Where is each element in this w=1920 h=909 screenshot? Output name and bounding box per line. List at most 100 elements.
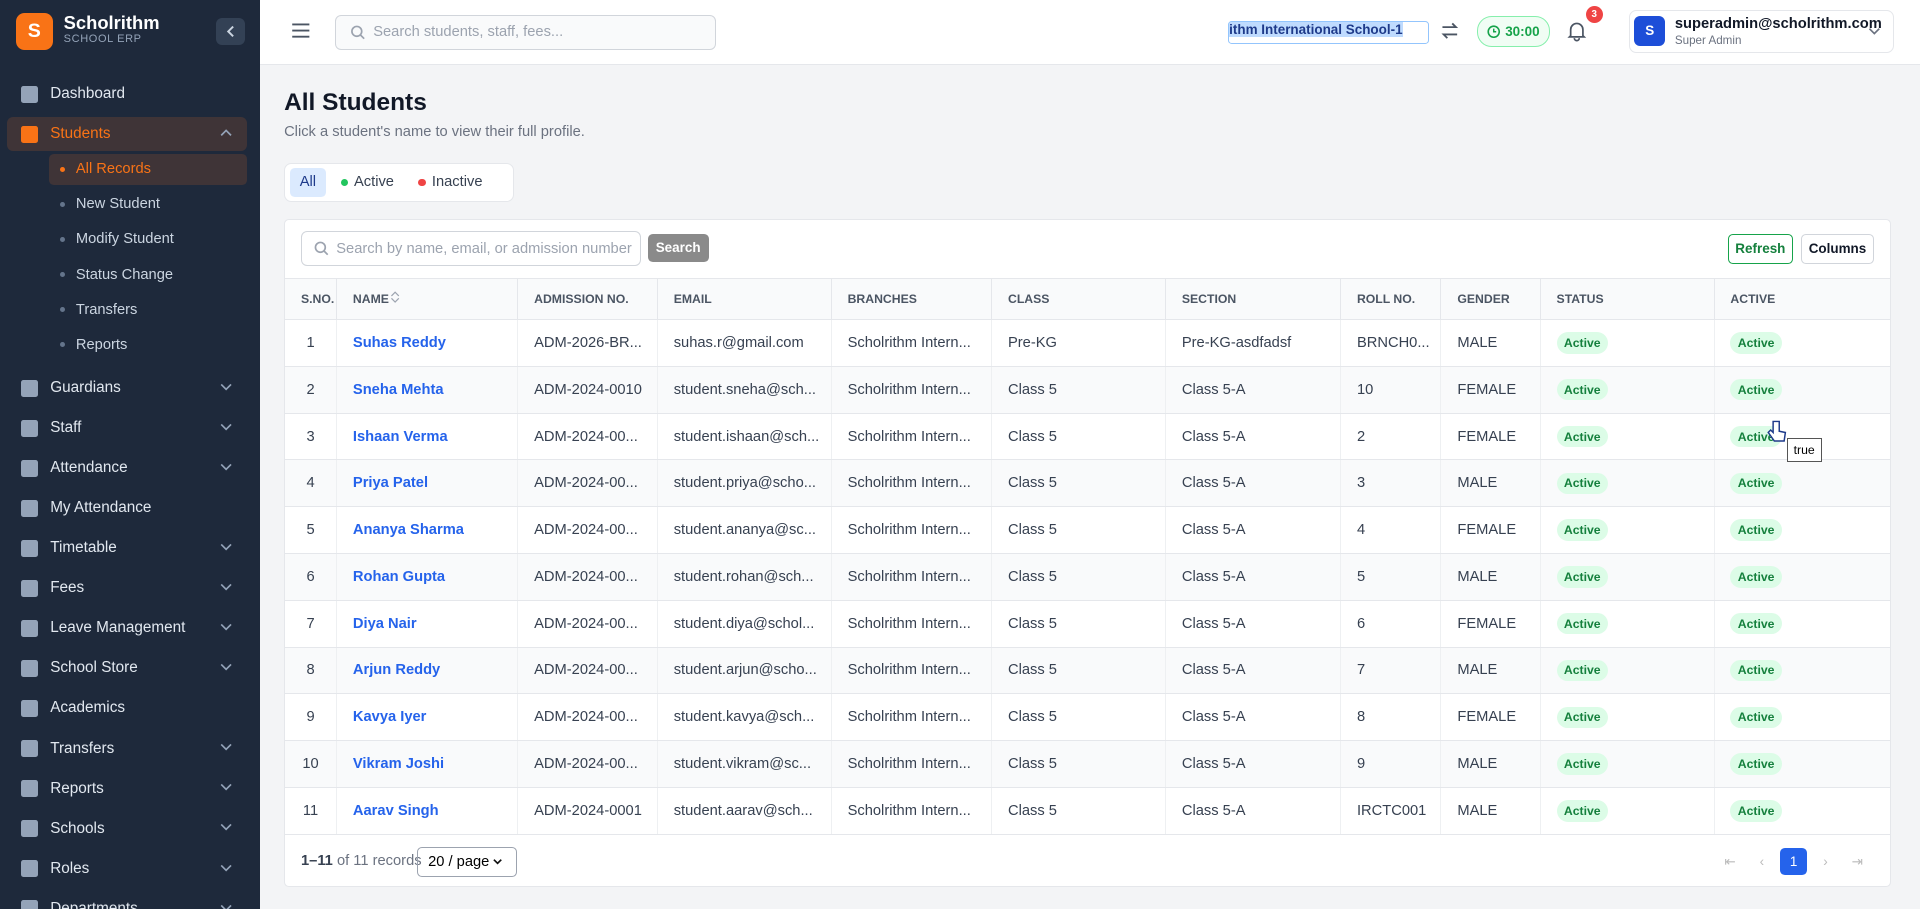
nav-item[interactable]: Roles <box>7 852 247 886</box>
status-cell: Active <box>1540 740 1715 788</box>
sub-nav-item[interactable]: Modify Student <box>49 224 247 256</box>
status-cell: Active <box>1714 787 1891 835</box>
nav-item[interactable]: My Attendance <box>7 491 247 525</box>
nav-item[interactable]: School Store <box>7 651 247 685</box>
student-name-link[interactable]: Priya Patel <box>336 459 519 508</box>
bullet <box>59 342 65 347</box>
nav-label: Fees <box>50 579 85 597</box>
nav-icon <box>20 379 38 397</box>
last-page[interactable]: ⇥ <box>1851 853 1863 869</box>
sub-nav-item[interactable]: All Records <box>48 153 248 186</box>
cell: MALE <box>1440 319 1541 367</box>
nav-label: Reports <box>50 779 104 797</box>
first-page[interactable]: ⇤ <box>1724 853 1736 869</box>
cell: ADM-2026-BR... <box>517 319 658 367</box>
range: 1–11 <box>300 853 333 870</box>
columns-button[interactable]: Columns <box>1800 233 1874 264</box>
chevron <box>221 423 233 431</box>
user-role: Super Admin <box>1674 34 1742 48</box>
nav-item[interactable]: Transfers <box>7 731 247 765</box>
student-name-link[interactable]: Sneha Mehta <box>336 366 519 414</box>
sub-nav-item[interactable]: Status Change <box>49 259 247 291</box>
prev-page[interactable]: ‹ <box>1759 854 1765 870</box>
table-search[interactable]: Search by name, email, or admission numb… <box>300 231 641 267</box>
nav-icon <box>20 85 38 103</box>
search-button[interactable]: Search <box>647 233 709 262</box>
page-subtitle: Click a student's name to view their ful… <box>284 123 585 140</box>
total: of 11 records <box>336 853 422 870</box>
bullet <box>59 307 65 312</box>
cell: 2 <box>285 366 337 414</box>
nav-item[interactable]: Leave Management <box>7 611 247 645</box>
cell: Class 5 <box>991 787 1166 835</box>
search-icon <box>314 241 329 256</box>
column-header: GENDER <box>1440 277 1541 321</box>
filter-tab[interactable]: Inactive <box>409 168 493 197</box>
nav-item[interactable]: Reports <box>7 771 247 805</box>
collapse-button[interactable] <box>215 18 245 46</box>
placeholder: Search students, staff, fees... <box>373 24 564 41</box>
student-name-link[interactable]: Vikram Joshi <box>336 740 519 788</box>
student-name-link[interactable]: Rohan Gupta <box>336 553 519 601</box>
next-page[interactable]: › <box>1823 854 1828 870</box>
cell: Scholrithm Intern... <box>831 787 993 835</box>
placeholder: Search by name, email, or admission numb… <box>336 240 632 257</box>
chevron <box>221 129 233 137</box>
nav-icon <box>20 820 38 838</box>
nav-item[interactable]: Fees <box>7 571 247 605</box>
user-menu[interactable]: S superadmin@scholrithm.com Super Admin <box>1628 9 1894 54</box>
cell: ADM-2024-00... <box>517 553 658 601</box>
sort-icon[interactable] <box>389 291 401 304</box>
student-name-link[interactable]: Aarav Singh <box>336 787 519 835</box>
status-cell: Active <box>1714 319 1891 367</box>
nav-label: Staff <box>50 419 82 437</box>
student-name-link[interactable]: Diya Nair <box>336 600 519 648</box>
student-name-link[interactable]: Ananya Sharma <box>336 506 519 555</box>
tagline: SCHOOL ERP <box>63 33 142 46</box>
cell: 5 <box>285 506 337 555</box>
student-name-link[interactable]: Arjun Reddy <box>336 647 519 695</box>
student-name-link[interactable]: Kavya Iyer <box>336 693 519 742</box>
cell: ADM-2024-0010 <box>517 366 658 414</box>
menu-icon[interactable] <box>291 22 311 39</box>
nav-item[interactable]: Academics <box>7 691 247 725</box>
sub-nav-item[interactable]: New Student <box>49 189 247 221</box>
chevron <box>221 904 233 909</box>
status-cell: Active <box>1540 647 1715 695</box>
nav-item[interactable]: Schools <box>7 811 247 845</box>
chevron-down <box>493 859 503 865</box>
nav-item[interactable]: Attendance <box>7 451 247 485</box>
nav-item[interactable]: Guardians <box>7 371 247 405</box>
sub-nav-item[interactable]: Transfers <box>49 294 247 326</box>
header-row: S.NO. NAME ADMISSION NO. EMAIL BRANCHES CLASS… <box>285 277 1891 321</box>
nav-icon <box>20 739 38 758</box>
status-cell: Active <box>1714 459 1891 508</box>
nav-item[interactable]: Staff <box>7 411 247 445</box>
nav-item[interactable]: Students <box>7 117 248 152</box>
nav-item[interactable]: Departments <box>7 892 247 909</box>
cell: MALE <box>1440 459 1541 508</box>
student-name-link[interactable]: Suhas Reddy <box>336 319 519 367</box>
cell: Scholrithm Intern... <box>831 740 993 788</box>
student-name-link[interactable]: Ishaan Verma <box>336 413 519 461</box>
filter-tab[interactable]: All <box>289 167 326 198</box>
global-search[interactable]: Search students, staff, fees... <box>335 14 716 50</box>
current-page[interactable]: 1 <box>1780 848 1808 876</box>
nav-item[interactable]: Dashboard <box>7 77 247 111</box>
chevron <box>221 824 233 832</box>
refresh-button[interactable]: Refresh <box>1727 233 1794 264</box>
switch-icon[interactable] <box>1440 21 1460 41</box>
nav-item[interactable]: Timetable <box>7 531 247 565</box>
filter-tab[interactable]: Active <box>331 168 404 197</box>
cell: 6 <box>285 553 337 601</box>
status-cell: Active <box>1540 459 1715 508</box>
sub-nav-item[interactable]: Reports <box>49 329 247 361</box>
cell: 11 <box>285 787 337 835</box>
cell: 7 <box>285 600 337 648</box>
page-size-select[interactable]: 20 / page <box>417 847 518 878</box>
cell: Class 5 <box>991 740 1166 788</box>
bell-icon[interactable] <box>1567 21 1587 42</box>
school-select[interactable]: ithm International School-1 <box>1228 20 1429 44</box>
sidebar: S Scholrithm SCHOOL ERP Dashboard Student… <box>0 0 260 909</box>
cell: Class 5 <box>991 506 1166 555</box>
